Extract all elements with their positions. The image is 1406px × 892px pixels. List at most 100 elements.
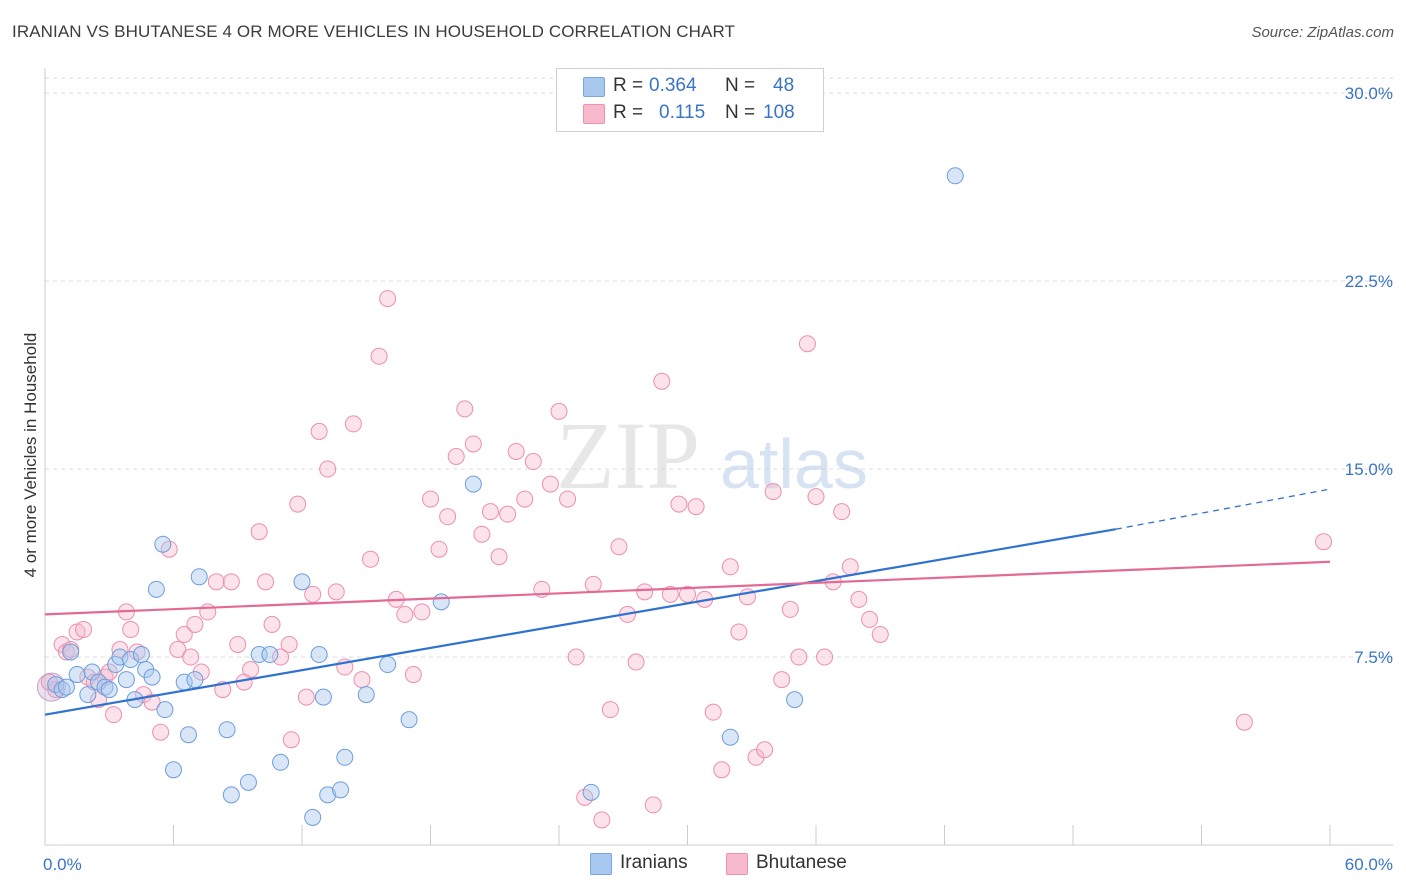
iranians-point bbox=[310, 646, 328, 664]
bhutanese-point bbox=[105, 706, 123, 724]
source-label: Source: ZipAtlas.com bbox=[1251, 24, 1394, 41]
iranians-trendline-extension bbox=[1115, 488, 1331, 530]
bhutanese-point bbox=[764, 483, 782, 501]
r-label: R = bbox=[613, 75, 644, 96]
iranians-point bbox=[357, 686, 375, 704]
bhutanese-point bbox=[175, 625, 193, 643]
iranians-point bbox=[156, 701, 174, 719]
bhutanese-point bbox=[182, 648, 200, 666]
n-label: N = bbox=[725, 75, 756, 96]
trend-lines bbox=[44, 488, 1331, 716]
bhutanese-legend-swatch bbox=[726, 853, 748, 875]
r-label: R = bbox=[613, 102, 644, 123]
bhutanese-point bbox=[242, 661, 260, 679]
bhutanese-point bbox=[75, 620, 93, 638]
bhutanese-point bbox=[353, 671, 371, 689]
iranians-point bbox=[400, 711, 418, 729]
bhutanese-point bbox=[516, 490, 534, 508]
iranians-point bbox=[332, 781, 350, 799]
bhutanese-point bbox=[250, 523, 268, 541]
bhutanese-point bbox=[272, 648, 290, 666]
iranians-point bbox=[147, 580, 165, 598]
iranians-point bbox=[186, 671, 204, 689]
bhutanese-point bbox=[670, 495, 688, 513]
bhutanese-legend-label: Bhutanese bbox=[756, 852, 847, 873]
bhutanese-point bbox=[653, 372, 671, 390]
y-tick-label: 30.0% bbox=[1345, 84, 1393, 103]
bhutanese-point bbox=[704, 703, 722, 721]
bhutanese-point bbox=[404, 666, 422, 684]
bhutanese-point bbox=[422, 490, 439, 508]
bhutanese-point bbox=[841, 558, 859, 576]
bhutanese-point bbox=[661, 585, 679, 603]
bhutanese-point bbox=[850, 590, 868, 608]
iranians-trendline bbox=[44, 528, 1117, 716]
bhutanese-trendline bbox=[44, 560, 1331, 616]
bhutanese-point bbox=[257, 573, 275, 591]
chart-title: IRANIAN VS BHUTANESE 4 OR MORE VEHICLES … bbox=[12, 22, 736, 41]
bhutanese-point bbox=[871, 625, 889, 643]
bhutanese-point bbox=[861, 610, 879, 628]
bhutanese-point bbox=[263, 615, 281, 633]
iranians-point bbox=[304, 808, 322, 826]
iranians-point bbox=[62, 643, 80, 661]
bhutanese-point bbox=[781, 600, 799, 618]
cluster-point bbox=[36, 672, 66, 702]
iranians-legend-label: Iranians bbox=[620, 852, 688, 873]
bhutanese-point bbox=[1235, 713, 1253, 731]
bhutanese-point bbox=[282, 731, 300, 749]
bhutanese-point bbox=[807, 488, 825, 506]
y-tick-label: 7.5% bbox=[1354, 648, 1393, 667]
iranians-point bbox=[179, 726, 197, 744]
bhutanese-point bbox=[310, 422, 328, 440]
iranians-point bbox=[336, 748, 354, 766]
iranians-point bbox=[218, 721, 236, 739]
bhutanese-point bbox=[550, 402, 568, 420]
bhutanese-point bbox=[601, 701, 619, 719]
n-label: N = bbox=[725, 102, 756, 123]
iranians-point bbox=[165, 761, 182, 779]
bhutanese-point bbox=[379, 290, 397, 308]
bhutanese-point bbox=[122, 620, 140, 638]
iranians-point bbox=[582, 783, 600, 801]
iranians-point bbox=[786, 691, 804, 709]
iranians-point bbox=[83, 663, 101, 681]
bhutanese-n-value: 108 bbox=[763, 102, 795, 123]
bhutanese-point bbox=[627, 653, 645, 671]
iranians-point bbox=[721, 728, 739, 746]
bhutanese-point bbox=[297, 688, 315, 706]
bhutanese-point bbox=[593, 811, 611, 829]
bhutanese-point bbox=[152, 723, 170, 741]
bhutanese-point bbox=[447, 448, 465, 465]
x-tick-label-min: 0.0% bbox=[43, 855, 82, 874]
bhutanese-r-value: 0.115 bbox=[659, 102, 706, 123]
iranians-point bbox=[154, 535, 172, 553]
y-axis-label: 4 or more Vehicles in Household bbox=[21, 333, 40, 578]
bhutanese-point bbox=[430, 540, 448, 558]
bhutanese-point bbox=[319, 460, 337, 478]
bhutanese-point bbox=[756, 741, 774, 759]
bhutanese-point bbox=[413, 603, 431, 621]
bhutanese-point bbox=[280, 635, 298, 653]
bhutanese-point bbox=[199, 603, 217, 621]
watermark-atlas: atlas bbox=[720, 425, 868, 503]
axes bbox=[44, 68, 1393, 846]
bhutanese-point bbox=[439, 508, 457, 526]
bhutanese-point bbox=[456, 400, 474, 418]
iranians-point bbox=[68, 666, 86, 684]
correlation-legend: R = 0.364 N = 48 R = 0.115 N = 108 bbox=[556, 68, 824, 132]
bhutanese-point bbox=[186, 615, 204, 633]
bhutanese-swatch bbox=[583, 104, 605, 124]
bhutanese-point bbox=[507, 442, 525, 460]
grid-lines bbox=[45, 77, 1393, 658]
bhutanese-point bbox=[713, 761, 731, 779]
bhutanese-point bbox=[833, 503, 851, 521]
bhutanese-point bbox=[396, 605, 414, 623]
bhutanese-point bbox=[229, 635, 247, 653]
iranians-point bbox=[379, 656, 397, 674]
iranians-point bbox=[293, 573, 311, 591]
bhutanese-point bbox=[559, 490, 577, 508]
bhutanese-point bbox=[473, 525, 491, 543]
iranians-point bbox=[222, 786, 240, 804]
